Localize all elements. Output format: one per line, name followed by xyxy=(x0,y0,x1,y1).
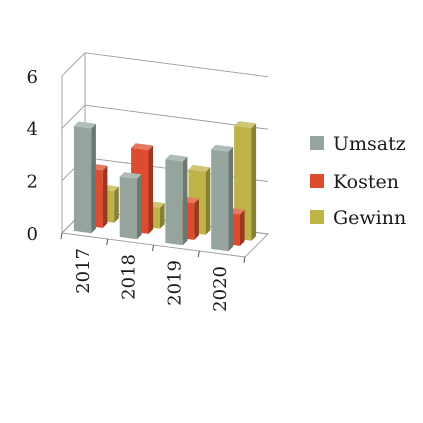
bar-top xyxy=(131,143,154,151)
legend-item-kosten: Kosten xyxy=(310,171,399,193)
bar-umsatz-2019 xyxy=(165,154,188,246)
legend-label: Kosten xyxy=(333,171,399,193)
y-tick-label: 2 xyxy=(27,172,38,193)
bar-top xyxy=(188,164,211,172)
legend-swatch xyxy=(310,210,324,224)
bar-side xyxy=(102,165,108,228)
bar-top xyxy=(73,121,96,129)
x-tick-mark xyxy=(60,232,63,240)
x-tick-mark xyxy=(197,250,200,258)
y-tick-label: 4 xyxy=(27,119,38,140)
bar-side xyxy=(205,167,211,235)
bar-side xyxy=(251,123,257,241)
x-tick-mark xyxy=(106,238,109,246)
y-tick-label: 0 xyxy=(27,224,38,245)
legend-label: Gewinn xyxy=(333,207,406,229)
bar-side xyxy=(240,209,245,246)
bar-umsatz-2017 xyxy=(73,121,96,234)
legend-swatch xyxy=(310,136,324,150)
bar-group xyxy=(73,121,257,252)
bar-front xyxy=(211,149,229,252)
bar-side xyxy=(182,156,188,246)
legend-item-umsatz: Umsatz xyxy=(310,133,406,155)
legend: Umsatz Kosten Gewinn xyxy=(310,133,406,229)
x-tick-label: 2018 xyxy=(119,254,140,300)
bar-side xyxy=(91,123,96,234)
axes: 0 2 4 6 2017 2018 2019 2020 xyxy=(27,67,246,312)
bar-umsatz-2020 xyxy=(211,144,234,252)
gridline-side xyxy=(61,104,86,129)
x-tick-label: 2020 xyxy=(210,266,231,312)
gridline-side xyxy=(61,52,86,77)
bar-side xyxy=(228,147,234,252)
bar-side xyxy=(114,186,119,223)
y-tick-label: 6 xyxy=(27,67,38,88)
bar-umsatz-2018 xyxy=(119,172,142,240)
bar-side xyxy=(148,145,154,234)
x-tick-label: 2017 xyxy=(73,248,94,294)
bar-front xyxy=(73,126,92,234)
bar-top xyxy=(119,172,142,179)
legend-item-gewinn: Gewinn xyxy=(310,207,406,229)
gridline-back xyxy=(84,52,269,78)
bar-front xyxy=(165,159,183,246)
x-tick-mark xyxy=(243,256,246,264)
legend-swatch xyxy=(310,174,324,188)
bar-side xyxy=(137,174,142,240)
bar-top xyxy=(234,121,257,128)
bar-top xyxy=(165,154,188,162)
bar-front xyxy=(119,176,137,240)
x-tick-label: 2019 xyxy=(164,260,185,306)
bar-side xyxy=(160,203,165,229)
bar-side xyxy=(194,198,199,240)
legend-label: Umsatz xyxy=(333,133,406,155)
bar-top xyxy=(211,144,234,152)
x-tick-mark xyxy=(152,244,154,252)
